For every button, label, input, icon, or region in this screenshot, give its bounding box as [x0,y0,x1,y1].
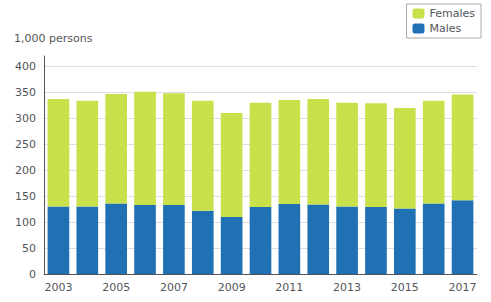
svg-text:2013: 2013 [333,281,361,294]
svg-text:0: 0 [29,268,36,281]
svg-text:200: 200 [15,164,36,177]
svg-text:2005: 2005 [102,281,130,294]
svg-text:250: 250 [15,138,36,151]
svg-text:2015: 2015 [391,281,419,294]
svg-text:2003: 2003 [44,281,72,294]
svg-text:2011: 2011 [275,281,303,294]
svg-text:50: 50 [22,242,36,255]
svg-text:150: 150 [15,190,36,203]
svg-text:2017: 2017 [449,281,477,294]
svg-text:1,000 persons: 1,000 persons [14,32,93,45]
svg-text:400: 400 [15,60,36,73]
svg-text:Males: Males [429,22,461,35]
svg-text:Females: Females [429,7,475,20]
svg-text:100: 100 [15,216,36,229]
svg-text:350: 350 [15,86,36,99]
svg-text:2009: 2009 [218,281,246,294]
svg-text:2007: 2007 [160,281,188,294]
svg-text:300: 300 [15,112,36,125]
